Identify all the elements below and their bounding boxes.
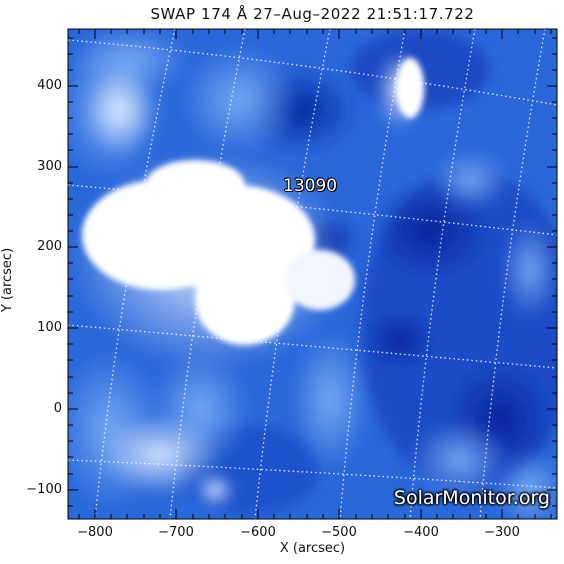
x-tick-label: −600	[240, 525, 276, 540]
y-tick-label: 400	[37, 78, 62, 93]
y-axis-ticks	[68, 37, 557, 507]
x-axis-label: X (arcsec)	[279, 541, 346, 556]
x-tick-label: −700	[158, 525, 194, 540]
y-tick-label: 300	[37, 159, 62, 174]
y-tick-label: 200	[37, 239, 62, 254]
y-tick-label: 0	[53, 401, 62, 416]
y-axis-label: Y (arcsec)	[0, 247, 15, 313]
y-tick-label: 100	[37, 320, 62, 335]
x-axis-ticks	[78, 29, 552, 519]
image-title: SWAP 174 Å 27–Aug–2022 21:51:17.722	[150, 5, 475, 23]
x-tick-label: −300	[484, 525, 520, 540]
watermark: SolarMonitor.org	[393, 487, 550, 509]
active-region-label: 13090	[283, 176, 338, 196]
x-tick-label: −800	[77, 525, 113, 540]
solar-image	[68, 29, 557, 519]
x-tick-label: −400	[403, 525, 439, 540]
x-tick-label: −500	[321, 525, 357, 540]
y-tick-label: −100	[26, 482, 62, 497]
